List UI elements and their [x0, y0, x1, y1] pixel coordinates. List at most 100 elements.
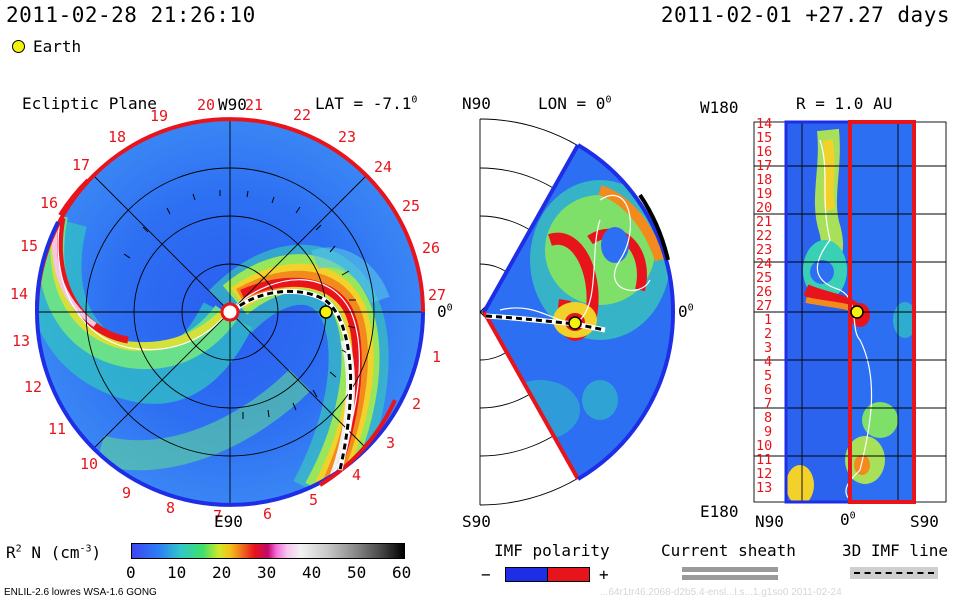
- row-label: 9: [764, 424, 772, 440]
- row-label: 12: [756, 466, 772, 482]
- rim-day: 17: [72, 156, 90, 174]
- row-label: 18: [756, 172, 772, 188]
- rim-day: 4: [352, 466, 361, 484]
- sun-icon: [220, 302, 240, 322]
- rim-day: 24: [374, 158, 392, 176]
- rim-day: 10: [80, 455, 98, 473]
- rim-day: 12: [24, 378, 42, 396]
- rim-day: 8: [166, 499, 175, 517]
- rim-day: 14: [10, 285, 28, 303]
- row-label: 16: [756, 144, 772, 160]
- colorbar-tick: 50: [347, 563, 367, 582]
- rim-day: 2: [412, 395, 421, 413]
- rim-day: 22: [293, 106, 311, 124]
- row-label: 19: [756, 186, 772, 202]
- row-label: 3: [764, 340, 772, 356]
- colorbar-tick: 20: [212, 563, 232, 582]
- rim-day: 13: [12, 332, 30, 350]
- rim-day: 18: [108, 128, 126, 146]
- row-label: 11: [756, 452, 772, 468]
- rim-day-labels: 1 2 3 4 5 6 7 8 9 10 11 12 13 14 15 16 1…: [10, 96, 446, 525]
- rim-outward: [35, 117, 425, 313]
- rim-day: 26: [422, 239, 440, 257]
- ecliptic-bottom-label: E90: [214, 512, 243, 531]
- sphere-top-left-label: W180: [700, 98, 739, 117]
- rim-day: 3: [386, 434, 395, 452]
- sphere-x-right: S90: [910, 512, 939, 531]
- rim-day: 25: [402, 197, 420, 215]
- current-sheath-title: Current sheath: [661, 541, 796, 560]
- model-info: ENLIL-2.6 lowres WSA-1.6 GONG: [4, 587, 157, 598]
- row-label: 26: [756, 284, 772, 300]
- rim-day: 23: [338, 128, 356, 146]
- imf-positive-swatch: [547, 567, 590, 582]
- row-label: 6: [764, 382, 772, 398]
- rim-day: 7: [213, 507, 222, 525]
- imf-line-title: 3D IMF line: [842, 541, 948, 560]
- row-label: 1: [764, 312, 772, 328]
- ecliptic-top-label: W90: [218, 95, 247, 114]
- row-label: 15: [756, 130, 772, 146]
- row-label: 7: [764, 396, 772, 412]
- row-label: 20: [756, 200, 772, 216]
- rim-day: 20: [197, 96, 215, 114]
- row-label: 10: [756, 438, 772, 454]
- imf-line-swatch: [850, 567, 938, 579]
- rim-day: 21: [245, 96, 263, 114]
- colorbar-tick: 0: [126, 563, 136, 582]
- rim-day: 6: [263, 505, 272, 523]
- row-label: 2: [764, 326, 772, 342]
- earth-marker-sphere: [850, 305, 864, 319]
- rim-day: 19: [150, 107, 168, 125]
- rim-day: 1: [432, 348, 441, 366]
- row-label: 25: [756, 270, 772, 286]
- row-label: 4: [764, 354, 772, 370]
- rim-day: 11: [48, 420, 66, 438]
- earth-marker: [319, 305, 333, 319]
- colorbar-tick: 40: [302, 563, 322, 582]
- rim-day: 9: [122, 484, 131, 502]
- sphere-x-mid: 00: [840, 510, 856, 529]
- colorbar-label: R2 N (cm-3): [6, 543, 102, 562]
- row-label: 5: [764, 368, 772, 384]
- lat-label: LAT = -7.10: [315, 94, 418, 113]
- sphere-x-left: N90: [755, 512, 784, 531]
- rim-day: 5: [309, 491, 318, 509]
- rim-day: 15: [20, 237, 38, 255]
- colorbar-tick: 30: [257, 563, 277, 582]
- row-label: 13: [756, 480, 772, 496]
- row-label: 22: [756, 228, 772, 244]
- run-info: 2011-02-01 +27.27 days: [660, 3, 950, 27]
- rim-inward: [35, 311, 425, 507]
- row-label: 23: [756, 242, 772, 258]
- ecliptic-title: Ecliptic Plane: [22, 94, 157, 113]
- row-label: 24: [756, 256, 772, 272]
- imf-minus: −: [481, 565, 491, 584]
- meridional-density-field: [499, 180, 670, 440]
- meridional-bottom-label: S90: [462, 512, 491, 531]
- row-label: 21: [756, 214, 772, 230]
- row-label: 27: [756, 298, 772, 314]
- ecliptic-right-label: 00: [437, 302, 453, 321]
- rim-day: 16: [40, 194, 58, 212]
- meridional-right-label: 00: [678, 302, 694, 321]
- lon-label: LON = 00: [538, 94, 612, 113]
- current-sheath-swatch: [682, 567, 778, 572]
- colorbar-tick: 60: [392, 563, 412, 582]
- earth-marker-meridional: [568, 316, 582, 330]
- rim-day: 27: [428, 286, 446, 304]
- meridional-top-label: N90: [462, 94, 491, 113]
- sphere-title: R = 1.0 AU: [796, 94, 893, 113]
- colorbar: [131, 543, 405, 559]
- row-label: 8: [764, 410, 772, 426]
- colorbar-tick: 10: [167, 563, 187, 582]
- sphere-row-labels: 14 15 16 17 18 19 20 21 22 23 24 25 26 2…: [756, 116, 772, 496]
- row-label: 14: [756, 116, 772, 132]
- timestamp: 2011-02-28 21:26:10: [6, 3, 256, 27]
- earth-legend-icon: [12, 40, 25, 53]
- watermark: ...64r1tr46.2068-d2b5.4-ensl...l.s...1.g…: [600, 587, 842, 598]
